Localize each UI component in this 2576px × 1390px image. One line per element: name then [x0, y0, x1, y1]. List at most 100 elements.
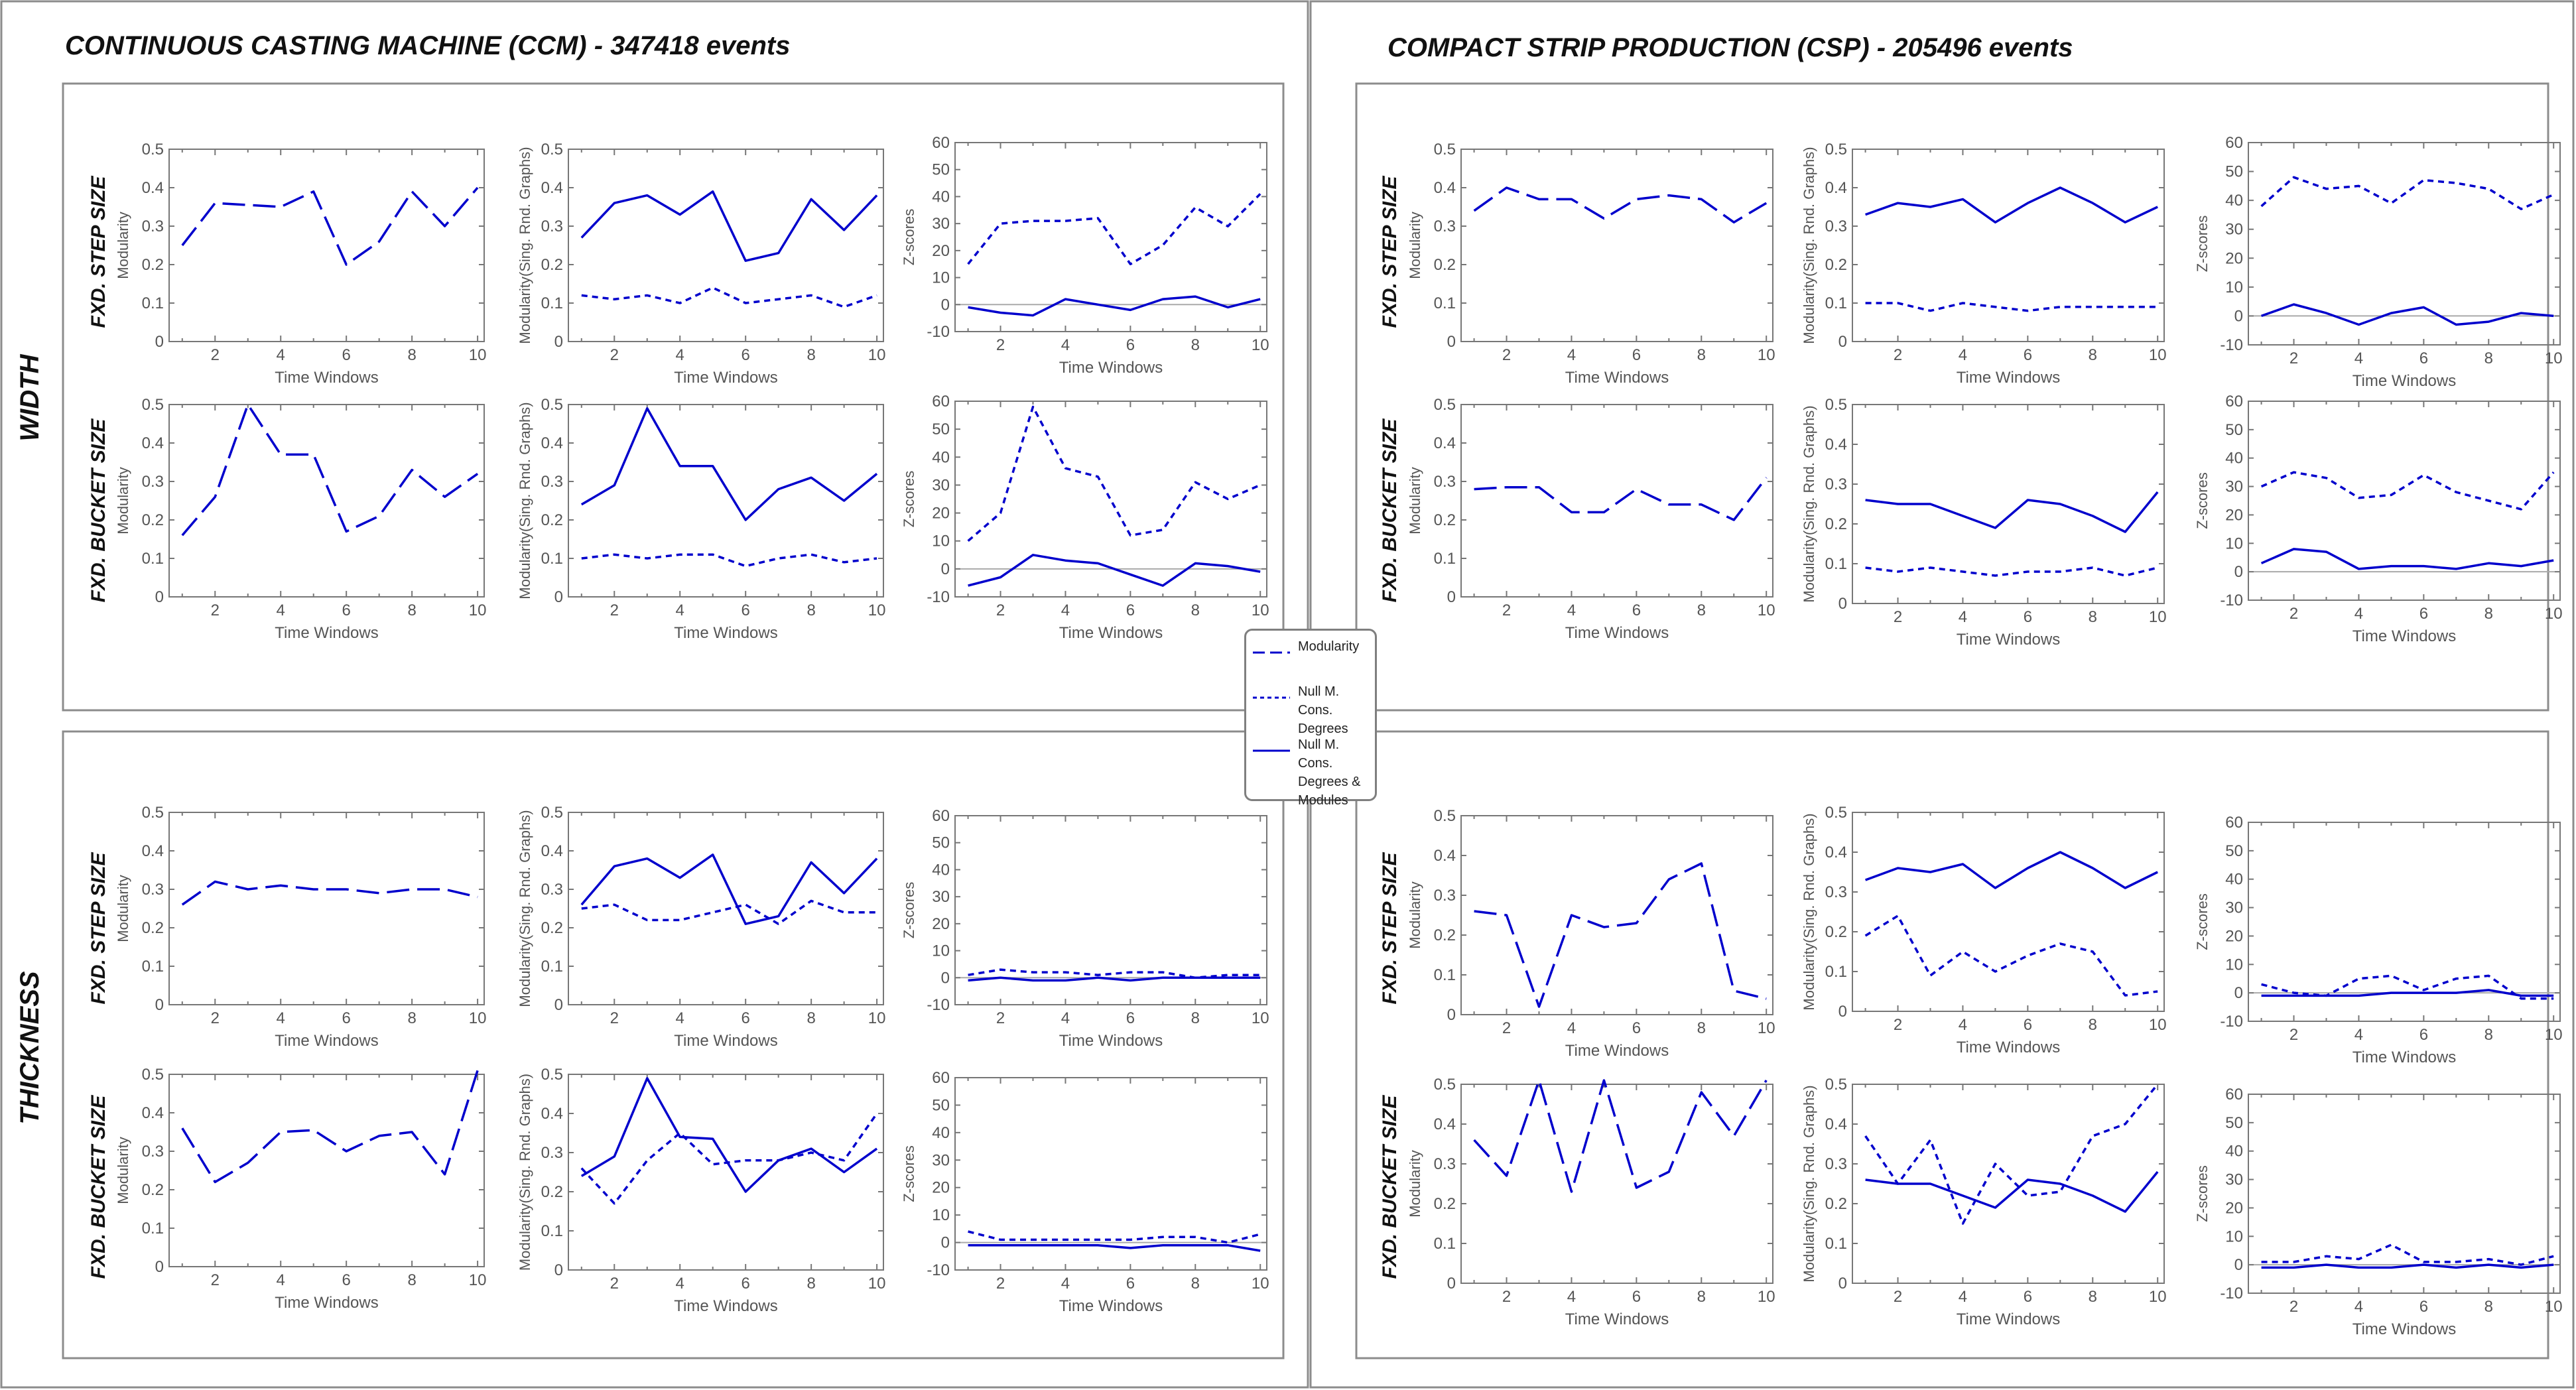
y-tick-label: 60 [2225, 1086, 2243, 1104]
x-tick-label: 4 [1061, 1275, 1070, 1293]
y-tick-label: 20 [2225, 927, 2243, 945]
series-line-dotted [968, 1230, 1261, 1244]
x-tick-label: 2 [211, 346, 220, 364]
y-tick-label: 40 [2225, 192, 2243, 210]
x-tick-label: 6 [2024, 1016, 2032, 1034]
y-tick-label: 0.1 [541, 1222, 563, 1240]
y-tick-label: 0.4 [541, 1105, 563, 1123]
y-tick-label: 0 [1838, 595, 1847, 613]
x-axis-label: Time Windows [1957, 1039, 2060, 1056]
y-tick-label: 0.4 [1825, 1115, 1847, 1133]
x-tick-label: 10 [1758, 1019, 1775, 1037]
y-tick-label: 0.1 [541, 550, 563, 568]
x-tick-label: 4 [2354, 1298, 2363, 1316]
y-tick-label: 0.5 [1434, 1076, 1456, 1094]
x-tick-label: 2 [1894, 608, 1902, 626]
x-tick-label: 6 [342, 346, 351, 364]
x-tick-label: 6 [342, 1271, 351, 1289]
ccm-width-step-mod-chart: 0 0.1 0.2 0.3 0.4 0.5 2 4 6 8 10 Time Windows Modula… [115, 141, 486, 387]
y-tick-label: 0.4 [1825, 844, 1847, 861]
ccm-width-bucket-z-chart: -10 0 10 20 30 40 50 60 2 4 6 8 10 Time Windows Z-scor… [901, 393, 1269, 642]
x-tick-label: 4 [1061, 601, 1070, 619]
y-axis-label: Modularity [115, 1137, 131, 1204]
y-tick-label: 0.3 [1434, 1155, 1456, 1173]
x-tick-label: 4 [2354, 349, 2363, 367]
x-tick-label: 6 [342, 1009, 351, 1027]
ccm-width-frame [62, 82, 1285, 712]
y-tick-label: 0 [155, 588, 164, 606]
y-tick-label: 0.2 [541, 511, 563, 529]
y-tick-label: 60 [932, 807, 950, 825]
plot-frame [954, 1077, 1267, 1271]
y-axis-label: Modularity(Sing. Rnd. Graphs) [517, 402, 533, 599]
x-tick-label: 2 [1894, 346, 1902, 364]
y-tick-label: 0.4 [1434, 847, 1456, 865]
x-tick-label: 2 [610, 1009, 619, 1027]
csp-width-step-mod-chart: 0 0.1 0.2 0.3 0.4 0.5 2 4 6 8 10 Time Windows Modula… [1407, 141, 1775, 387]
series-line-solid [968, 1243, 1261, 1252]
plot-frame [1852, 1084, 2165, 1284]
x-tick-label: 4 [1061, 336, 1070, 354]
x-tick-label: 2 [996, 601, 1005, 619]
plot-frame [568, 149, 884, 342]
y-tick-label: 0.4 [1434, 434, 1456, 452]
x-tick-label: 4 [676, 601, 684, 619]
series-line-dotted [2261, 1243, 2554, 1266]
y-tick-label: 0.1 [1434, 294, 1456, 312]
x-tick-label: 10 [469, 1009, 487, 1027]
x-tick-label: 4 [676, 346, 684, 364]
y-tick-label: 0.2 [1825, 256, 1847, 274]
series-line-solid [580, 190, 878, 262]
x-tick-label: 8 [1191, 1009, 1200, 1027]
x-tick-label: 8 [1697, 1019, 1706, 1037]
x-tick-label: 2 [211, 601, 220, 619]
x-tick-label: 10 [2149, 346, 2167, 364]
y-tick-label: 0.5 [142, 141, 164, 158]
y-axis-label: Modularity [1407, 1150, 1423, 1217]
y-tick-label: 0.5 [541, 396, 563, 414]
y-tick-label: 50 [2225, 421, 2243, 439]
series-line-longdash [181, 1070, 479, 1184]
plot-frame [568, 812, 884, 1005]
y-tick-label: 40 [2225, 1143, 2243, 1161]
x-tick-label: 6 [1632, 601, 1641, 619]
x-tick-label: 10 [1758, 601, 1775, 619]
ccm-thick-step-mod-chart: 0 0.1 0.2 0.3 0.4 0.5 2 4 6 8 10 Time Windows Modula… [115, 804, 486, 1050]
y-tick-label: 20 [932, 505, 950, 523]
plot-frame [1852, 149, 2165, 342]
y-tick-label: 0.3 [142, 881, 164, 899]
series-line-dotted [581, 899, 877, 925]
legend-item-null-degrees: Null M. Cons. Degrees [1246, 682, 1379, 736]
y-tick-label: 0.2 [1825, 923, 1847, 941]
y-tick-label: 10 [932, 533, 950, 550]
x-tick-label: 10 [1252, 336, 1269, 354]
x-axis-label: Time Windows [1957, 369, 2060, 387]
x-tick-label: 6 [342, 601, 351, 619]
ccm-title: CONTINUOUS CASTING MACHINE (CCM) - 34741… [65, 31, 791, 60]
series-line-dotted [2261, 974, 2554, 1000]
y-tick-label: 40 [932, 861, 950, 879]
y-tick-label: 50 [2225, 1114, 2243, 1132]
series-line-dotted [1865, 566, 2158, 577]
legend-label: Null M. Cons. Degrees [1298, 684, 1348, 736]
series-line-solid [580, 407, 878, 521]
y-tick-label: 20 [932, 1179, 950, 1197]
y-tick-label: -10 [927, 323, 950, 341]
y-tick-label: 0.3 [541, 218, 563, 235]
x-tick-label: 6 [741, 1275, 750, 1293]
x-tick-label: 10 [2149, 608, 2167, 626]
x-tick-label: 2 [1894, 1016, 1902, 1034]
x-tick-label: 8 [407, 1271, 416, 1289]
y-tick-label: 0.2 [142, 919, 164, 937]
x-tick-label: 8 [2484, 605, 2493, 623]
y-tick-label: 0.2 [1434, 1195, 1456, 1213]
x-tick-label: 6 [1126, 336, 1135, 354]
x-tick-label: 2 [996, 336, 1005, 354]
x-axis-label: Time Windows [1059, 624, 1163, 642]
x-tick-label: 10 [469, 346, 487, 364]
y-tick-label: 0.3 [1434, 473, 1456, 491]
ccm-thick-bucket-label: FXD. BUCKET SIZE [88, 1095, 109, 1279]
y-tick-label: 0.4 [1434, 179, 1456, 197]
y-tick-label: 0.1 [1825, 963, 1847, 981]
plot-frame [568, 1074, 884, 1271]
